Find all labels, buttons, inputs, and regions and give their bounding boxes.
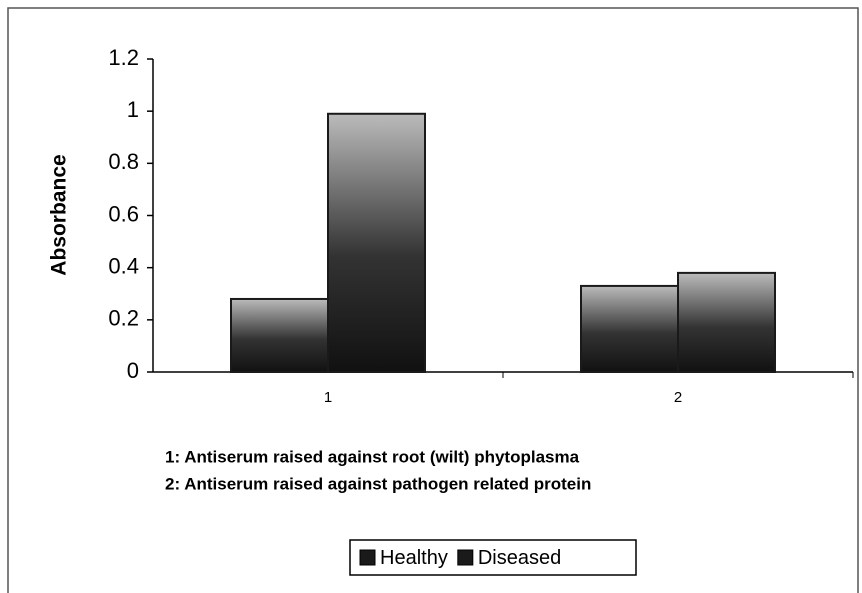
- y-tick-label: 0.4: [108, 253, 139, 278]
- bar: [230, 297, 329, 374]
- y-tick-label: 0: [127, 358, 139, 383]
- x-tick-label: 2: [674, 389, 682, 406]
- legend-label: Diseased: [478, 547, 561, 569]
- legend-box: [349, 539, 637, 576]
- y-tick-label: 0.8: [108, 149, 139, 174]
- y-tick-label: 0.2: [108, 306, 139, 331]
- y-tick-label: 1: [127, 97, 139, 122]
- annotation: 2: Antiserum raised against pathogen rel…: [165, 474, 591, 493]
- y-tick-label: 1.2: [108, 45, 139, 70]
- bar: [580, 284, 679, 373]
- annotation: 1: Antiserum raised against root (wilt) …: [165, 447, 580, 466]
- legend-swatch: [457, 549, 474, 566]
- y-axis-label: Absorbance: [48, 154, 71, 275]
- x-tick-label: 1: [324, 389, 332, 406]
- frame: [7, 7, 859, 593]
- legend-swatch: [359, 549, 376, 566]
- legend-label: Healthy: [380, 547, 448, 569]
- bar: [327, 112, 426, 374]
- y-tick-label: 0.6: [108, 201, 139, 226]
- bar: [677, 271, 776, 373]
